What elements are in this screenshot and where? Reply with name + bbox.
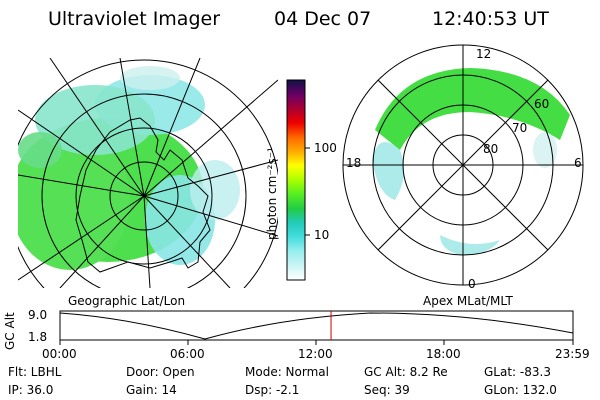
info-gain: Gain: 14 xyxy=(126,383,177,397)
info-dsp: Dsp: -2.1 xyxy=(245,383,300,397)
observation-time: 12:40:53 UT xyxy=(432,8,549,30)
geo-meridians xyxy=(18,58,278,288)
mlt-label-top: 12 xyxy=(476,47,492,61)
timeline-ymin: 1.8 xyxy=(28,330,48,344)
mlat-label-70: 70 xyxy=(512,121,528,135)
timeline-ticks xyxy=(59,340,574,345)
timeline-axis-label: GC Alt xyxy=(3,312,17,350)
colorbar-tick-100: 100 xyxy=(314,141,337,155)
timeline-xtick-2: 12:00 xyxy=(298,347,333,361)
info-glat: GLat: -83.3 xyxy=(484,365,551,379)
mlt-label-right: 6 xyxy=(574,156,582,170)
instrument-title: Ultraviolet Imager xyxy=(48,8,221,30)
aurora-image-magnetic xyxy=(372,68,570,255)
info-ip: IP: 36.0 xyxy=(8,383,54,397)
timeline-xtick-0: 00:00 xyxy=(42,347,77,361)
timeline-plot xyxy=(59,310,574,345)
timeline-ymax: 9.0 xyxy=(28,308,48,322)
mlat-label-80: 80 xyxy=(483,142,499,156)
geographic-caption: Geographic Lat/Lon xyxy=(68,294,186,308)
geographic-panel xyxy=(18,58,278,288)
timeline-xtick-1: 06:00 xyxy=(170,347,205,361)
geo-lat-circles xyxy=(18,59,278,288)
info-flt: Flt: LBHL xyxy=(8,365,62,379)
mlt-lines xyxy=(343,45,583,285)
mlt-label-left: 18 xyxy=(346,156,362,170)
timeline-xtick-4: 23:59 xyxy=(555,347,590,361)
altitude-curve xyxy=(59,312,574,340)
colorbar-tick-10: 10 xyxy=(314,228,330,242)
colorbar xyxy=(286,79,310,281)
observation-date: 04 Dec 07 xyxy=(274,8,372,30)
info-mode: Mode: Normal xyxy=(245,365,329,379)
info-glon: GLon: 132.0 xyxy=(484,383,557,397)
info-gc-alt: GC Alt: 8.2 Re xyxy=(364,365,448,379)
magnetic-caption: Apex MLat/MLT xyxy=(423,294,513,308)
colorbar-unit-label: photon cm⁻²s⁻¹ xyxy=(265,147,279,240)
info-door: Door: Open xyxy=(126,365,195,379)
mlt-label-bottom: 0 xyxy=(468,277,476,291)
magnetic-panel xyxy=(342,44,584,286)
continent-outline xyxy=(75,117,211,273)
timeline-xtick-3: 18:00 xyxy=(426,347,461,361)
mlat-label-60: 60 xyxy=(534,97,550,111)
timeline-frame xyxy=(59,310,574,341)
info-seq: Seq: 39 xyxy=(364,383,410,397)
